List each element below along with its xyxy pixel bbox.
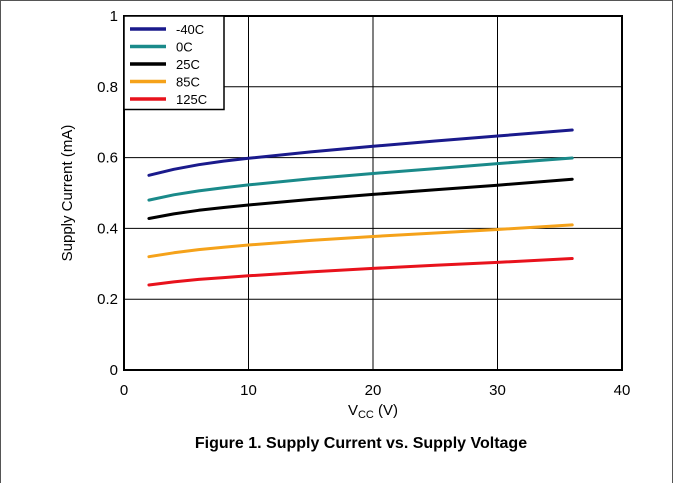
x-tick-label: 10 — [240, 382, 257, 399]
legend-label: 25C — [176, 57, 200, 72]
x-tick-label: 40 — [614, 382, 631, 399]
legend-label: 0C — [176, 40, 193, 55]
y-axis-label: Supply Current (mA) — [59, 125, 76, 262]
series-line-25c — [147, 177, 574, 220]
series-line-40c — [147, 128, 574, 177]
series-line-125c — [147, 257, 574, 287]
x-axis-label-unit: (V) — [374, 402, 398, 419]
series-line-0c — [147, 156, 574, 202]
y-tick-label: 0.4 — [97, 220, 118, 237]
x-tick-label: 30 — [489, 382, 506, 399]
y-tick-label: 0 — [110, 362, 118, 379]
y-tick-label: 0.6 — [97, 150, 118, 167]
y-tick-label: 0.8 — [97, 79, 118, 96]
legend-label: 85C — [176, 75, 200, 90]
x-axis-label-subscript: CC — [358, 409, 374, 421]
series-line-85c — [147, 223, 574, 259]
tick-labels: 0 10 20 30 40 0 0.2 0.4 0.6 0.8 1 — [97, 8, 630, 399]
y-tick-label: 0.2 — [97, 291, 118, 308]
x-axis-label: VCC (V) — [348, 402, 398, 421]
legend: -40C 0C 25C 85C 125C — [123, 15, 225, 111]
x-tick-label: 0 — [120, 382, 128, 399]
x-axis-label-main: V — [348, 402, 358, 419]
plot-area-border — [123, 15, 623, 371]
x-tick-label: 20 — [365, 382, 382, 399]
y-tick-label: 1 — [110, 8, 118, 25]
legend-label: -40C — [176, 22, 204, 37]
legend-label: 125C — [176, 92, 207, 107]
figure-caption: Figure 1. Supply Current vs. Supply Volt… — [195, 435, 527, 452]
series-lines — [147, 128, 574, 287]
grid — [124, 16, 622, 370]
